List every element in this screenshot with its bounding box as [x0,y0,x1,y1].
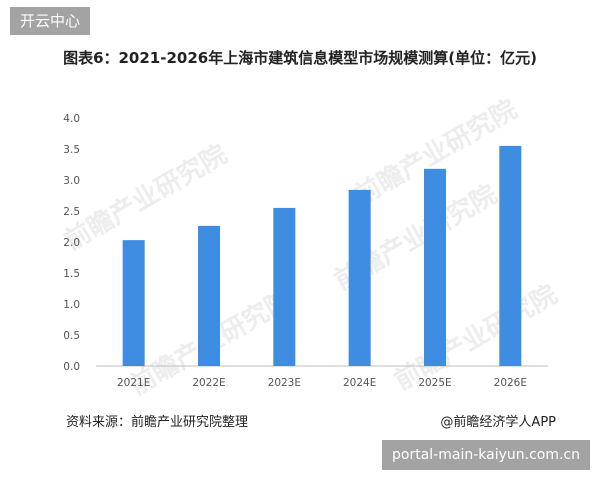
y-axis-ticks: 0.0 0.5 1.0 1.5 2.0 2.5 3.0 3.5 4.0 [63,113,80,373]
x-axis-ticks: 2021E 2022E 2023E 2024E 2025E 2026E [117,377,527,389]
bar-2022E [198,225,220,366]
x-tick-label: 2021E [117,377,150,389]
y-tick-label: 1.5 [63,268,80,280]
bar-2025E [424,168,446,366]
y-tick-label: 4.0 [63,113,80,125]
x-tick-label: 2026E [494,377,527,389]
y-tick-label: 2.5 [63,206,80,218]
bar-2023E [273,207,296,366]
chart-title: 图表6：2021-2026年上海市建筑信息模型市场规模测算(单位：亿元) [63,49,537,67]
y-tick-label: 0.5 [63,330,80,342]
bar-2024E [348,189,371,366]
x-tick-label: 2025E [418,377,451,389]
x-tick-label: 2023E [268,377,301,389]
bar-2021E [122,240,145,366]
y-tick-label: 3.0 [63,175,80,187]
x-tick-label: 2024E [343,377,376,389]
y-tick-label: 2.0 [63,237,80,249]
top-watermark-tag: 开云中心 [10,7,91,35]
y-tick-label: 1.0 [63,299,80,311]
bar-series [122,145,522,366]
y-tick-label: 0.0 [63,361,80,373]
y-tick-label: 3.5 [63,144,80,156]
credit-note: @前瞻经济学人APP [440,415,556,430]
x-tick-label: 2022E [192,377,225,389]
watermark-text-4: 前瞻产业研究院 [389,279,562,397]
bottom-watermark-tag: portal-main-kaiyun.com.cn [382,440,590,470]
source-note: 资料来源：前瞻产业研究院整理 [66,415,249,430]
bar-2026E [499,145,522,366]
